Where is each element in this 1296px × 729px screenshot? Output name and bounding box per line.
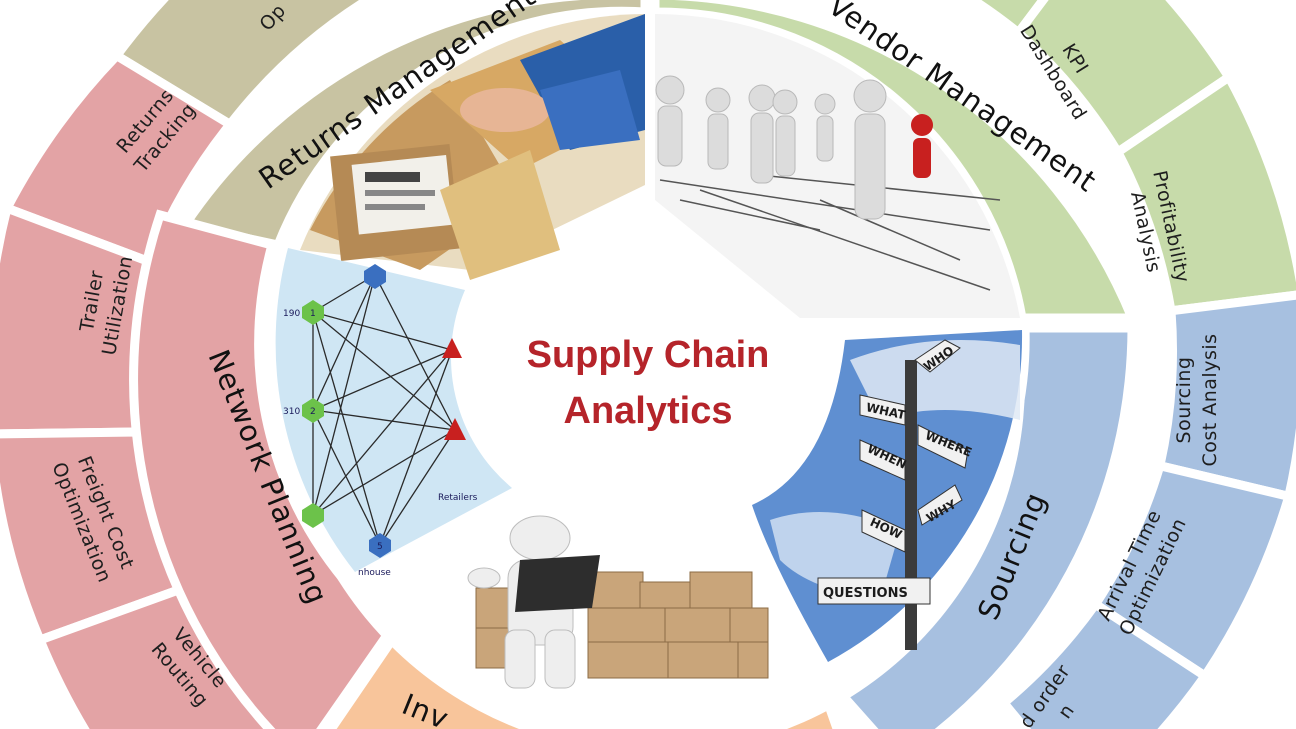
network-label-warehouse: nhouse <box>358 568 391 578</box>
network-photo: 190 310 Retailers nhouse 1 2 5 <box>275 248 512 578</box>
outer-seg-profitability <box>1111 70 1296 316</box>
returns-photo <box>300 14 645 280</box>
center-title-line2: Analytics <box>564 390 733 432</box>
sourcing-photo: WHO WHAT WHERE WHEN WHY HOW QUESTIONS <box>752 330 1023 662</box>
network-node-top <box>364 264 386 289</box>
network-node-3 <box>302 503 324 528</box>
network-node-label-1: 1 <box>310 309 316 319</box>
network-node-label-5: 5 <box>377 542 383 552</box>
inventory-photo <box>467 515 769 689</box>
network-label-retailers: Retailers <box>438 493 478 503</box>
network-node-2 <box>302 398 324 423</box>
label-sourcing-cost-line2: Cost Analysis <box>1199 333 1221 466</box>
network-label-190: 190 <box>283 309 300 319</box>
outer-seg-lead-order <box>997 598 1212 729</box>
network-node-1 <box>302 300 324 325</box>
label-sourcing-cost-line1: Sourcing <box>1173 357 1195 444</box>
vendor-photo <box>655 14 1020 318</box>
sign-questions: QUESTIONS <box>823 586 908 601</box>
label-sourcing-cost-analysis: Sourcing Cost Analysis <box>1173 333 1221 466</box>
outer-seg-vendor-partial <box>964 0 1049 40</box>
retailer-node-1 <box>442 338 462 358</box>
center-title-line1: Supply Chain <box>527 334 770 376</box>
network-label-310: 310 <box>283 407 300 417</box>
network-node-5 <box>369 533 391 558</box>
network-node-label-2: 2 <box>310 407 316 417</box>
retailer-node-2 <box>444 418 466 440</box>
